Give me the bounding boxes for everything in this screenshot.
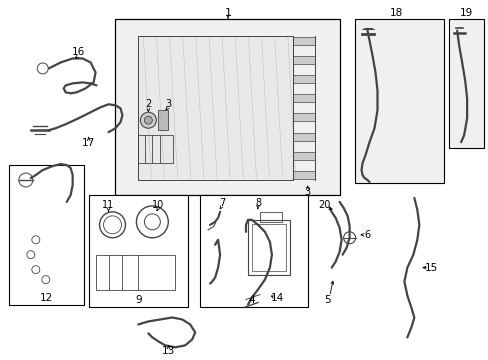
Text: 4: 4 xyxy=(248,294,255,305)
Text: 9: 9 xyxy=(135,294,142,305)
Text: 1: 1 xyxy=(224,8,231,18)
Text: 15: 15 xyxy=(424,263,437,273)
Bar xyxy=(95,255,175,289)
Text: 12: 12 xyxy=(40,293,53,302)
Text: 8: 8 xyxy=(254,198,261,208)
Text: 18: 18 xyxy=(389,8,402,18)
Text: 14: 14 xyxy=(271,293,284,302)
Bar xyxy=(292,94,314,102)
Text: 3: 3 xyxy=(304,187,310,197)
Text: 3: 3 xyxy=(165,99,171,109)
Bar xyxy=(292,171,314,179)
Bar xyxy=(247,220,289,275)
Bar xyxy=(354,19,443,183)
Text: 17: 17 xyxy=(82,138,95,148)
Bar xyxy=(292,75,314,83)
Text: 20: 20 xyxy=(318,200,330,210)
Text: 16: 16 xyxy=(72,48,85,58)
Bar xyxy=(115,19,339,195)
Bar xyxy=(251,224,285,271)
Text: 19: 19 xyxy=(459,8,472,18)
Bar xyxy=(292,113,314,121)
Text: 2: 2 xyxy=(145,99,151,109)
Circle shape xyxy=(140,112,156,128)
Bar xyxy=(88,195,188,306)
Bar xyxy=(138,36,292,180)
Bar xyxy=(138,135,173,163)
Text: 5: 5 xyxy=(324,294,330,305)
Text: 11: 11 xyxy=(102,200,114,210)
Bar xyxy=(158,110,168,130)
Text: 13: 13 xyxy=(162,346,175,356)
Bar xyxy=(448,19,483,148)
Circle shape xyxy=(144,116,152,124)
Bar xyxy=(292,152,314,160)
Text: 6: 6 xyxy=(364,230,370,240)
Bar xyxy=(200,195,307,306)
Bar xyxy=(292,56,314,64)
Text: 7: 7 xyxy=(219,198,225,208)
Text: 10: 10 xyxy=(152,200,164,210)
Bar xyxy=(9,165,83,305)
Bar xyxy=(292,132,314,141)
Bar xyxy=(292,37,314,45)
Bar xyxy=(260,212,281,222)
